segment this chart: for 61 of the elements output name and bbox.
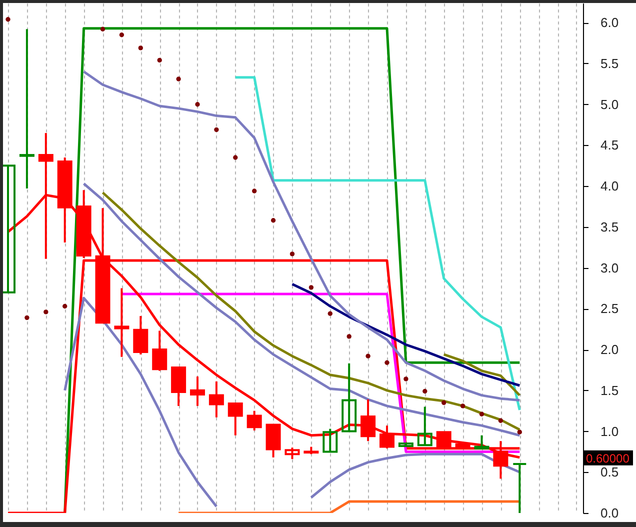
point	[441, 400, 446, 406]
text: 0.60000	[586, 451, 630, 466]
point	[346, 334, 352, 339]
candlestick	[190, 376, 205, 407]
point	[384, 360, 390, 365]
y-tick-label: 6.0	[600, 15, 619, 30]
candlestick	[322, 428, 338, 453]
candlestick	[379, 424, 394, 450]
y-tick-label: 2.0	[600, 342, 619, 358]
candlestick	[19, 28, 34, 190]
y-tick-label: 0.5	[600, 464, 619, 480]
y-tick-label: 2.5	[600, 301, 619, 316]
point	[119, 32, 124, 38]
point	[498, 418, 504, 423]
line-series	[290, 282, 521, 387]
point	[176, 76, 181, 82]
candlestick	[133, 315, 148, 356]
candlestick	[342, 362, 357, 432]
point	[252, 188, 257, 194]
point	[6, 17, 10, 22]
y-tick-label: 4.0	[600, 178, 619, 194]
point	[138, 46, 143, 50]
point	[157, 58, 162, 63]
y-tick-label: 5.5	[600, 56, 619, 71]
candlestick	[284, 446, 300, 460]
line-series	[82, 70, 521, 402]
candlestick	[152, 330, 168, 372]
point	[214, 127, 219, 132]
point	[328, 311, 332, 316]
point	[422, 388, 428, 394]
point	[366, 354, 370, 358]
candlestick	[208, 380, 224, 418]
point	[44, 310, 48, 314]
point	[460, 404, 466, 408]
point	[24, 315, 30, 320]
candlestick	[474, 434, 490, 450]
y-tick-label: 5.0	[600, 96, 619, 112]
point	[195, 102, 200, 107]
point	[62, 304, 68, 309]
line-series	[234, 76, 521, 412]
y-tick-label: 3.0	[600, 260, 619, 276]
candlestick	[246, 410, 262, 432]
candlestick	[360, 398, 376, 442]
point	[100, 26, 106, 32]
y-tick-label: 1.5	[600, 382, 619, 398]
y-tick-label: 0.0	[600, 506, 619, 520]
candlestick	[512, 462, 528, 513]
point	[270, 218, 276, 223]
y-tick-label: 1.0	[600, 424, 619, 439]
line-series	[442, 353, 521, 397]
y-tick-label: 3.5	[600, 219, 619, 234]
point	[233, 155, 238, 160]
point	[517, 430, 522, 434]
candlestick	[228, 402, 243, 436]
candlestick	[114, 287, 130, 358]
point	[404, 376, 408, 382]
point	[479, 412, 484, 416]
y-tick-label: 4.5	[600, 138, 619, 153]
point	[290, 252, 295, 256]
point	[308, 285, 314, 290]
candlestick	[417, 406, 432, 446]
